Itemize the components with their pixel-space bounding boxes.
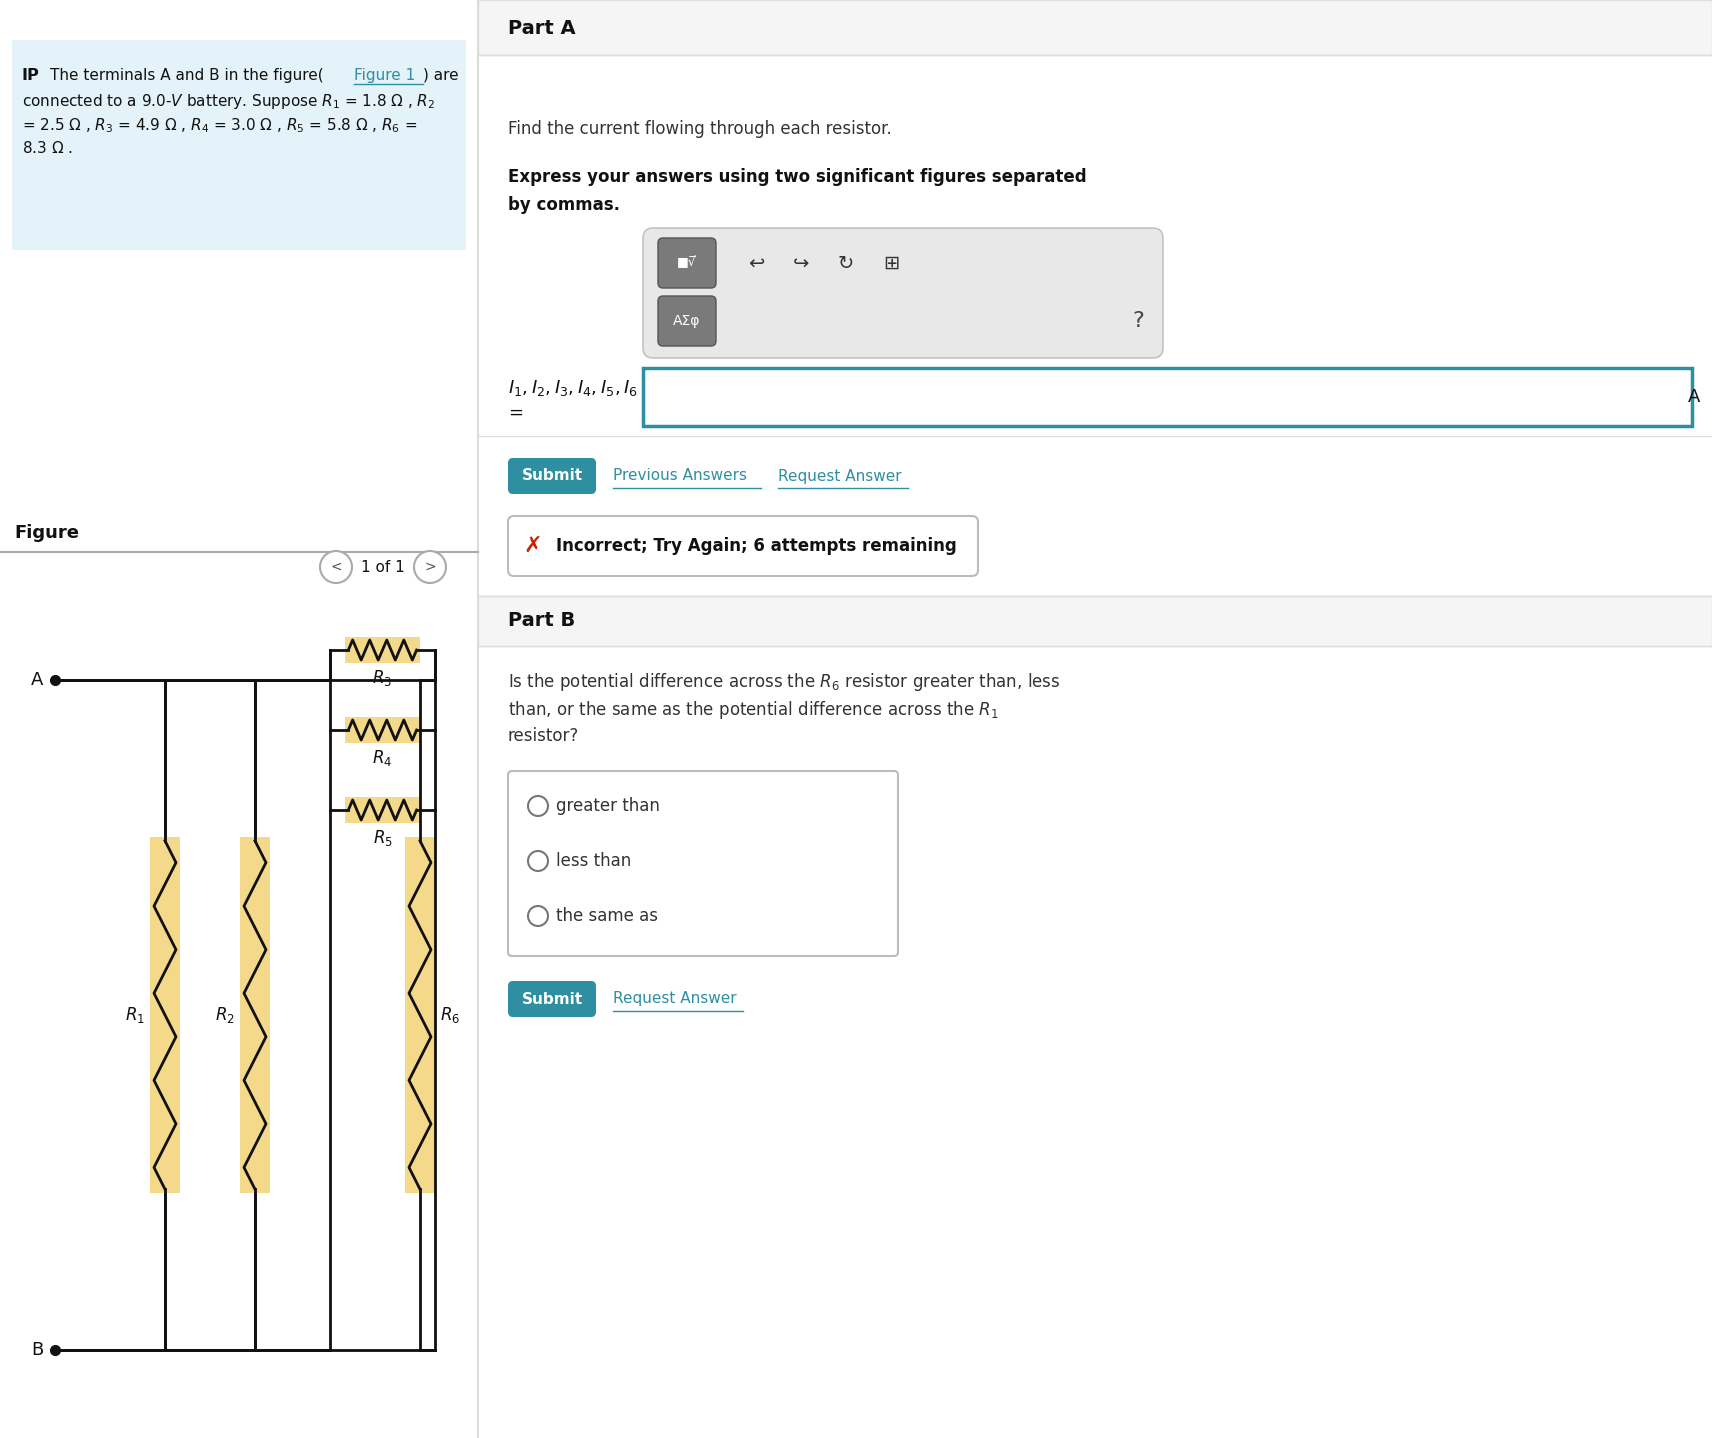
Text: Figure 1: Figure 1 xyxy=(354,68,416,83)
Text: Submit: Submit xyxy=(522,469,582,483)
Text: Submit: Submit xyxy=(522,991,582,1007)
Text: $R_1$: $R_1$ xyxy=(125,1005,146,1025)
FancyBboxPatch shape xyxy=(657,239,716,288)
Text: $R_4$: $R_4$ xyxy=(373,748,392,768)
Bar xyxy=(346,718,419,743)
Text: 1 of 1: 1 of 1 xyxy=(361,559,404,575)
Text: Express your answers using two significant figures separated: Express your answers using two significa… xyxy=(508,168,1087,186)
Text: The terminals A and B in the figure(: The terminals A and B in the figure( xyxy=(50,68,324,83)
Text: connected to a 9.0-$V$ battery. Suppose $R_1$ = 1.8 $\Omega$ , $R_2$: connected to a 9.0-$V$ battery. Suppose … xyxy=(22,92,435,111)
Text: Part A: Part A xyxy=(508,19,575,37)
Circle shape xyxy=(527,797,548,815)
Bar xyxy=(644,368,1691,426)
Bar xyxy=(478,595,1712,646)
Text: $R_5$: $R_5$ xyxy=(373,828,392,848)
Text: <: < xyxy=(330,559,342,574)
Text: Request Answer: Request Answer xyxy=(613,991,736,1007)
Text: = 2.5 $\Omega$ , $R_3$ = 4.9 $\Omega$ , $R_4$ = 3.0 $\Omega$ , $R_5$ = 5.8 $\Ome: = 2.5 $\Omega$ , $R_3$ = 4.9 $\Omega$ , … xyxy=(22,116,418,135)
Text: Is the potential difference across the $R_6$ resistor greater than, less: Is the potential difference across the $… xyxy=(508,672,1060,693)
Text: Incorrect; Try Again; 6 attempts remaining: Incorrect; Try Again; 6 attempts remaini… xyxy=(556,536,957,555)
FancyBboxPatch shape xyxy=(508,516,978,577)
Text: =: = xyxy=(508,404,522,421)
FancyBboxPatch shape xyxy=(644,229,1162,358)
Text: ↩: ↩ xyxy=(748,253,764,272)
Text: than, or the same as the potential difference across the $R_1$: than, or the same as the potential diffe… xyxy=(508,699,998,720)
Text: ✗: ✗ xyxy=(524,536,543,557)
Text: ) are: ) are xyxy=(423,68,459,83)
Text: ■√̅: ■√̅ xyxy=(678,256,697,269)
Text: $I_1, I_2, I_3, I_4, I_5, I_6$: $I_1, I_2, I_3, I_4, I_5, I_6$ xyxy=(508,378,639,398)
FancyBboxPatch shape xyxy=(657,296,716,347)
Bar xyxy=(240,837,270,1194)
Text: $R_6$: $R_6$ xyxy=(440,1005,461,1025)
Circle shape xyxy=(527,851,548,871)
Text: A: A xyxy=(31,672,43,689)
Bar xyxy=(478,0,1712,55)
Text: 8.3 $\Omega$ .: 8.3 $\Omega$ . xyxy=(22,139,74,155)
Text: ⊞: ⊞ xyxy=(883,253,899,272)
Text: $R_3$: $R_3$ xyxy=(373,669,392,687)
Text: less than: less than xyxy=(556,851,632,870)
Text: ↪: ↪ xyxy=(793,253,810,272)
Text: >: > xyxy=(425,559,437,574)
Text: B: B xyxy=(31,1342,43,1359)
Bar xyxy=(346,797,419,823)
Text: greater than: greater than xyxy=(556,797,659,815)
Text: Figure: Figure xyxy=(14,523,79,542)
Bar xyxy=(151,837,180,1194)
Bar xyxy=(0,0,478,1438)
Text: ?: ? xyxy=(1132,311,1144,331)
FancyBboxPatch shape xyxy=(508,457,596,495)
Text: $R_2$: $R_2$ xyxy=(216,1005,235,1025)
Circle shape xyxy=(320,551,353,582)
Bar xyxy=(346,637,419,663)
Text: IP: IP xyxy=(22,68,39,83)
FancyBboxPatch shape xyxy=(508,771,899,956)
Text: by commas.: by commas. xyxy=(508,196,620,214)
Text: Request Answer: Request Answer xyxy=(777,469,902,483)
Text: Previous Answers: Previous Answers xyxy=(613,469,746,483)
Text: ↻: ↻ xyxy=(837,253,854,272)
Bar xyxy=(406,837,435,1194)
Bar xyxy=(12,40,466,250)
FancyBboxPatch shape xyxy=(508,981,596,1017)
Text: Find the current flowing through each resistor.: Find the current flowing through each re… xyxy=(508,119,892,138)
Text: the same as: the same as xyxy=(556,907,657,925)
Text: A: A xyxy=(1688,388,1700,406)
Bar xyxy=(478,0,1712,1438)
Circle shape xyxy=(414,551,447,582)
Text: resistor?: resistor? xyxy=(508,728,579,745)
Text: Part B: Part B xyxy=(508,611,575,630)
Text: ΑΣφ: ΑΣφ xyxy=(673,313,700,328)
Circle shape xyxy=(527,906,548,926)
